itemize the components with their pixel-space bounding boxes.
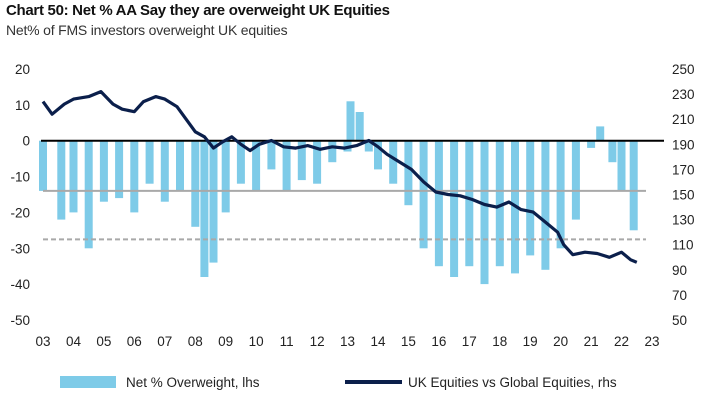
y-left-tick-0: 20: [15, 62, 30, 77]
y-axis-right: 250 230 210 190 170 150 130 110 90 70 50: [672, 62, 695, 328]
bar-30: [450, 140, 459, 277]
x-tick-5: 08: [188, 334, 203, 349]
y-left-tick-5: -30: [10, 241, 30, 256]
x-tick-9: 12: [310, 334, 325, 349]
x-tick-18: 21: [584, 334, 599, 349]
bar-43: [629, 140, 638, 231]
x-tick-7: 10: [249, 334, 264, 349]
bar-19: [313, 140, 322, 184]
bar-23: [355, 112, 364, 141]
x-tick-19: 22: [614, 334, 629, 349]
line-series-uk-vs-global: [41, 90, 638, 264]
bar-39: [587, 140, 596, 148]
bar-3: [84, 140, 93, 249]
y-left-tick-4: -20: [10, 205, 30, 220]
x-tick-1: 04: [66, 334, 82, 349]
y-right-tick-10: 50: [672, 313, 687, 328]
legend-label-line: UK Equities vs Global Equities, rhs: [408, 375, 617, 390]
bar-2: [69, 140, 78, 213]
x-tick-4: 07: [157, 334, 172, 349]
legend-swatch-bars: [60, 376, 116, 388]
x-tick-12: 15: [401, 334, 416, 349]
y-axis-left: 20 10 0 -10 -20 -30 -40 -50: [10, 62, 30, 328]
x-tick-15: 18: [492, 334, 507, 349]
bar-31: [465, 140, 474, 267]
bar-22: [346, 101, 355, 141]
bar-28: [419, 140, 428, 249]
x-axis: 03 04 05 06 07 08 09 10 11 12 13 14 15 16 17 18 19 20 21 22…: [35, 334, 659, 349]
y-left-tick-7: -50: [10, 313, 30, 328]
bar-16: [267, 140, 276, 170]
bar-12: [209, 140, 218, 263]
x-tick-13: 16: [431, 334, 446, 349]
bar-40: [596, 126, 605, 141]
y-right-tick-6: 130: [672, 213, 695, 228]
x-tick-0: 03: [35, 334, 50, 349]
x-tick-10: 13: [340, 334, 355, 349]
bar-25: [374, 140, 382, 170]
bar-18: [297, 140, 306, 181]
bar-0: [39, 140, 47, 191]
bar-29: [434, 140, 443, 267]
y-left-tick-3: -10: [10, 170, 30, 185]
bar-13: [221, 140, 230, 213]
bar-11: [200, 140, 209, 277]
bar-24: [364, 140, 373, 152]
chart-subtitle: Net% of FMS investors overweight UK equi…: [6, 22, 288, 38]
y-right-tick-2: 210: [672, 112, 695, 127]
legend: Net % Overweight, lhs UK Equities vs Glob…: [60, 375, 617, 390]
y-left-tick-2: 0: [22, 134, 30, 149]
bar-15: [252, 140, 261, 191]
bar-1: [57, 140, 66, 220]
legend-label-bars: Net % Overweight, lhs: [126, 375, 260, 390]
bar-33: [495, 140, 504, 267]
x-tick-14: 17: [462, 334, 477, 349]
bar-42: [617, 140, 626, 191]
bar-10: [191, 140, 200, 227]
bar-36: [541, 140, 550, 270]
bar-9: [176, 140, 184, 191]
y-right-tick-9: 70: [672, 288, 687, 303]
reference-lines: [41, 139, 664, 241]
y-right-tick-4: 170: [672, 162, 695, 177]
x-tick-16: 19: [523, 334, 538, 349]
bar-17: [282, 140, 291, 191]
x-tick-8: 11: [280, 334, 294, 349]
bar-7: [145, 140, 154, 184]
bar-14: [236, 140, 245, 184]
bar-26: [389, 140, 398, 184]
x-tick-2: 05: [96, 334, 111, 349]
y-right-tick-3: 190: [672, 137, 695, 152]
y-left-tick-1: 10: [15, 98, 30, 113]
chart-title: Chart 50: Net % AA Say they are overweig…: [6, 2, 390, 19]
y-right-tick-1: 230: [672, 87, 695, 102]
y-right-tick-7: 110: [672, 238, 694, 253]
bar-27: [404, 140, 413, 206]
bar-41: [608, 140, 617, 163]
bar-20: [328, 140, 337, 163]
x-tick-3: 06: [127, 334, 142, 349]
x-tick-6: 09: [218, 334, 233, 349]
bar-5: [115, 140, 124, 199]
y-left-tick-6: -40: [10, 277, 30, 292]
x-tick-11: 14: [370, 334, 386, 349]
bar-4: [99, 140, 108, 202]
bar-series-net-overweight: [39, 101, 638, 285]
bar-37: [556, 140, 565, 249]
x-tick-17: 20: [553, 334, 568, 349]
bar-8: [160, 140, 169, 202]
bar-32: [480, 140, 489, 285]
y-right-tick-0: 250: [672, 62, 695, 77]
y-right-tick-8: 90: [672, 263, 687, 278]
bar-6: [130, 140, 139, 213]
x-tick-20: 23: [644, 334, 659, 349]
bar-35: [526, 140, 535, 256]
y-right-tick-5: 150: [672, 188, 695, 203]
bar-38: [571, 140, 580, 220]
